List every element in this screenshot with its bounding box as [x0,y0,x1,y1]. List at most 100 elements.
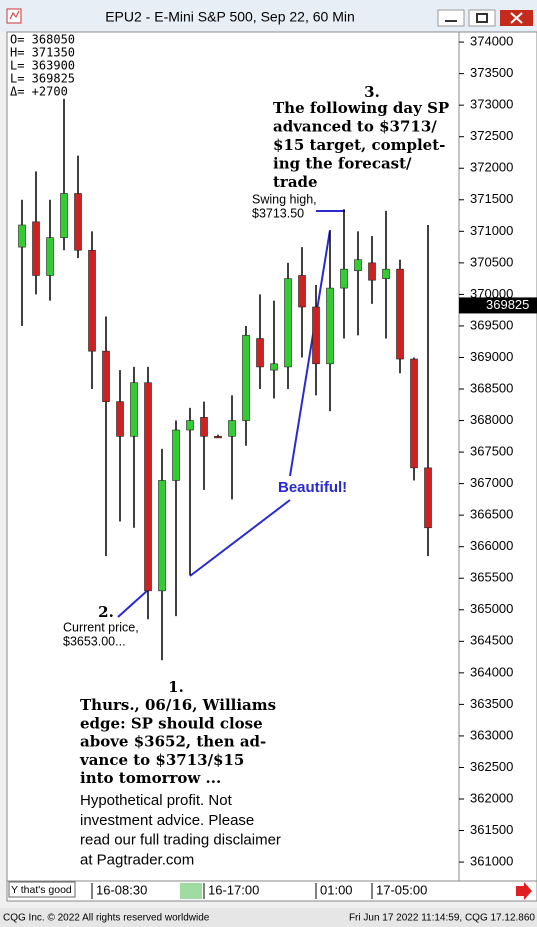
candle-body [284,278,292,368]
candle-body [102,350,110,402]
window-title: EPU2 - E-Mini S&P 500, Sep 22, 60 Min [105,9,355,25]
note-number: 1. [168,678,184,696]
y-tick-label: 367500 [470,444,513,459]
candle-body [74,193,82,251]
candle-body [46,237,54,276]
note-text: advanced to $3713/ [273,118,437,136]
candle-body [354,259,362,272]
ohlc-info: O= 368050 [10,33,75,47]
candle-body [312,306,320,365]
ohlc-info: Δ= +2700 [10,85,68,99]
candle-body [172,429,180,481]
candle-body [200,417,208,437]
ohlc-info: H= 371350 [10,46,75,60]
status-box [8,881,76,898]
y-tick-label: 366000 [470,538,513,553]
candle-body [144,382,152,592]
y-tick-label: 363500 [470,696,513,711]
candle-body [424,467,432,529]
candle-body [396,268,404,360]
candle-body [298,275,306,308]
candle-body [382,268,390,279]
scroll-arrow[interactable] [516,882,532,900]
candle-body [158,480,166,592]
arrow-line [117,589,149,618]
note-text: Thurs., 06/16, Williams [80,696,276,714]
candle-body [256,338,264,368]
y-tick-label: 374000 [470,34,513,49]
last-price-label: 369825 [486,297,529,312]
app-icon-glyph [9,10,20,20]
y-tick-label: 373000 [470,97,513,112]
scroll-indicator[interactable] [180,883,202,899]
time-axis [6,880,537,902]
y-tick-label: 362500 [470,759,513,774]
candle-body [326,287,334,365]
status-text: Y that's good [11,884,72,896]
arrow-line [289,229,331,477]
candle-body [130,382,138,437]
note-text: The following day SP [273,99,449,117]
swing-note: $3713.50 [252,206,304,220]
current-price-note: $3653.00... [63,634,126,648]
close-glyph [510,12,523,24]
footer-left: CQG Inc. © 2022 All rights reserved worl… [3,913,210,924]
y-tick-label: 366500 [470,507,513,522]
note-text: trade [273,173,318,191]
y-tick-label: 363000 [470,727,513,742]
y-tick-label: 362000 [470,790,513,805]
y-tick-label: 370000 [470,286,513,301]
x-tick-label: 16-08:30 [96,882,147,897]
note-text: vance to $3713/$15 [79,751,244,769]
maximize-button[interactable] [468,9,496,27]
candle-body [214,436,222,439]
footer-right: Fri Jun 17 2022 11:14:59, CQG 17.12.860 [349,913,535,924]
swing-note: Swing high, [252,192,317,206]
y-tick-label: 369500 [470,317,513,332]
y-tick-label: 371500 [470,191,513,206]
y-tick-label: 368500 [470,380,513,395]
disclaimer: at Pagtrader.com [80,851,194,868]
y-tick-label: 361500 [470,822,513,837]
y-tick-label: 364500 [470,633,513,648]
candle-body [242,335,250,421]
disclaimer: read our full trading disclaimer [80,832,281,849]
disclaimer: investment advice. Please [80,812,254,829]
candle-body [340,268,348,289]
minimize-button[interactable] [437,9,465,27]
y-tick-label: 364000 [470,664,513,679]
candle-body [186,420,194,431]
note-text: ing the forecast/ [273,155,412,173]
y-tick-label: 361000 [470,854,513,869]
disclaimer: Hypothetical profit. Not [80,792,233,809]
y-tick-label: 367000 [470,475,513,490]
candle-body [228,420,236,437]
plot-area [6,31,460,882]
beautiful-note: Beautiful! [278,479,347,496]
x-tick-label: 16-17:00 [208,882,259,897]
status-bar [0,908,537,927]
last-price-marker [459,297,537,314]
ohlc-info: L= 369825 [10,72,75,86]
arrow-line [189,499,291,577]
price-axis [458,31,537,882]
y-tick-label: 369000 [470,349,513,364]
note-text: into tomorrow ... [80,769,221,787]
note-text: above $3652, then ad- [80,733,266,751]
x-tick-label: 01:00 [320,882,353,897]
candle-body [270,363,278,371]
app-icon [6,8,22,24]
y-tick-label: 365500 [470,570,513,585]
candle-body [410,358,418,469]
y-tick-label: 368000 [470,412,513,427]
y-tick-label: 372500 [470,128,513,143]
y-tick-label: 373500 [470,65,513,80]
y-tick-label: 372000 [470,160,513,175]
candle-body [60,193,68,238]
ohlc-info: L= 363900 [10,59,75,73]
candle-body [368,262,376,281]
maximize-glyph [476,13,488,23]
note-text: $15 target, complet- [273,136,445,154]
candle-body [18,224,26,248]
